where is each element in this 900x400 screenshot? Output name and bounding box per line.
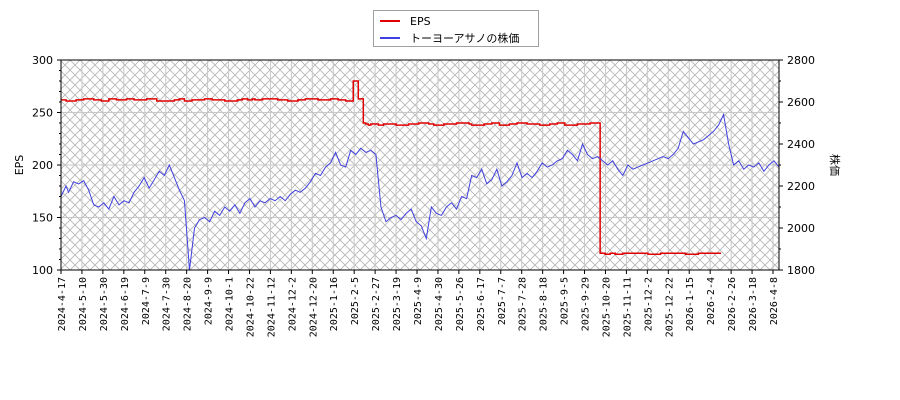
x-tick-label: 2025-1-16 <box>329 277 340 331</box>
legend-label-price: トーヨーアサノの株価 <box>410 32 520 45</box>
x-tick-label: 2024-9-9 <box>204 277 215 325</box>
legend-item-price: トーヨーアサノの株価 <box>378 30 519 46</box>
right-tick-label: 2400 <box>787 138 815 151</box>
x-tick-label: 2026-1-15 <box>685 277 696 331</box>
x-tick-label: 2025-10-20 <box>601 277 612 337</box>
x-tick-label: 2026-2-26 <box>727 277 738 331</box>
left-tick-label: 100 <box>32 264 53 277</box>
x-tick-label: 2025-2-5 <box>350 277 361 325</box>
x-tick-label: 2026-3-18 <box>748 277 759 331</box>
legend-label-eps: EPS <box>410 14 431 28</box>
x-tick-label: 2025-9-29 <box>581 277 592 331</box>
x-tick-label: 2024-8-20 <box>183 277 194 331</box>
legend: EPS トーヨーアサノの株価 <box>373 10 539 47</box>
x-tick-label: 2025-12-2 <box>643 277 654 331</box>
x-tick-label: 2024-7-9 <box>141 277 152 325</box>
right-tick-label: 2600 <box>787 96 815 109</box>
left-tick-label: 250 <box>32 107 53 120</box>
right-tick-label: 1800 <box>787 264 815 277</box>
plot-area <box>60 59 780 271</box>
right-y-axis: 1800 2000 2200 2400 2600 2800 <box>779 54 815 277</box>
x-tick-label: 2025-7-28 <box>518 277 529 331</box>
x-tick-label: 2025-11-11 <box>622 277 633 337</box>
x-tick-label: 2025-5-26 <box>455 277 466 331</box>
left-tick-label: 300 <box>32 54 53 67</box>
x-tick-label: 2024-7-30 <box>162 277 173 331</box>
x-tick-label: 2024-12-2 <box>287 277 298 331</box>
price-swatch-icon <box>380 37 400 39</box>
legend-item-eps: EPS <box>378 13 431 29</box>
x-tick-label: 2025-2-27 <box>371 277 382 331</box>
x-tick-label: 2026-4-8 <box>769 277 780 325</box>
x-tick-label: 2024-12-20 <box>308 277 319 337</box>
grid-lines <box>60 59 779 271</box>
left-y-axis: 100 150 200 250 300 <box>32 54 61 277</box>
right-tick-label: 2000 <box>787 222 815 235</box>
x-tick-label: 2024-10-22 <box>245 277 256 337</box>
x-tick-label: 2025-3-19 <box>392 277 403 331</box>
x-tick-label: 2025-8-18 <box>539 277 550 331</box>
x-tick-label: 2024-5-10 <box>78 277 89 331</box>
x-tick-label: 2025-6-17 <box>476 277 487 331</box>
eps-swatch-icon <box>380 20 400 22</box>
x-tick-label: 2024-4-17 <box>57 277 68 331</box>
x-tick-label: 2025-4-9 <box>413 277 424 325</box>
eps-line <box>61 80 722 255</box>
right-axis-title: 株価 <box>828 154 842 176</box>
right-tick-label: 2800 <box>787 54 815 67</box>
x-tick-label: 2025-12-22 <box>664 277 675 337</box>
x-tick-label: 2024-6-19 <box>120 277 131 331</box>
x-tick-label: 2024-5-30 <box>99 277 110 331</box>
x-axis: 2024-4-17 2024-5-10 2024-5-30 2024-6-19 2024… <box>57 270 780 337</box>
x-tick-label: 2024-11-12 <box>266 277 277 337</box>
x-tick-label: 2025-9-5 <box>560 277 571 325</box>
price-line <box>61 112 779 270</box>
left-tick-label: 200 <box>32 159 53 172</box>
left-tick-label: 150 <box>32 212 53 225</box>
x-tick-label: 2025-4-30 <box>434 277 445 331</box>
x-tick-label: 2025-7-7 <box>497 277 508 325</box>
left-axis-title: EPS <box>13 155 26 176</box>
x-tick-label: 2024-10-1 <box>225 277 236 331</box>
x-tick-label: 2026-2-4 <box>706 277 717 325</box>
right-tick-label: 2200 <box>787 180 815 193</box>
